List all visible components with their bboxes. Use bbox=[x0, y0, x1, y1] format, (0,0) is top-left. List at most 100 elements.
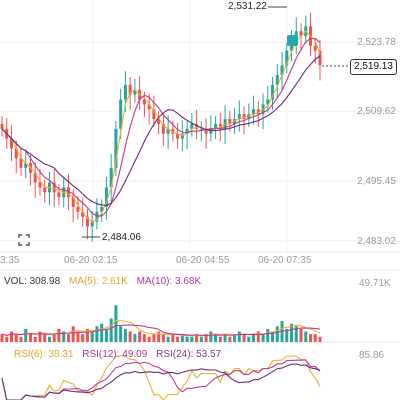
volume-bar bbox=[24, 328, 28, 342]
candle-body bbox=[247, 114, 251, 120]
volume-bar bbox=[109, 318, 113, 342]
volume-bar bbox=[166, 336, 170, 342]
price-axis-label-4: 2,483.02 bbox=[357, 236, 396, 247]
volume-bar bbox=[199, 336, 203, 342]
candle-body bbox=[133, 89, 137, 95]
fullscreen-icon[interactable] bbox=[18, 234, 30, 246]
candle-body bbox=[123, 84, 127, 100]
volume-legend: VOL: 308.98 MA(5): 2.61K MA(10): 3.68K bbox=[4, 277, 207, 287]
candle-body bbox=[209, 128, 213, 134]
candle-body bbox=[275, 75, 279, 85]
volume-bar bbox=[100, 323, 104, 342]
volume-bar bbox=[294, 326, 298, 342]
candle-body bbox=[252, 109, 256, 115]
volume-bar bbox=[228, 336, 232, 342]
candle-body bbox=[119, 99, 123, 129]
volume-bar bbox=[123, 328, 127, 342]
rsi6-line bbox=[1, 355, 321, 400]
candle-body bbox=[233, 119, 237, 124]
volume-bar bbox=[223, 334, 227, 342]
volume-bar bbox=[142, 334, 146, 342]
rsi24-line bbox=[1, 363, 321, 400]
candle-body bbox=[161, 123, 165, 134]
candle-body bbox=[180, 133, 184, 139]
volume-bar bbox=[318, 336, 322, 342]
volume-bar bbox=[90, 331, 94, 342]
candle-body bbox=[14, 148, 18, 159]
current-price-label: 2,519.13 bbox=[350, 59, 397, 75]
volume-bar bbox=[5, 336, 9, 342]
volume-bar bbox=[204, 334, 208, 342]
candle-body bbox=[157, 119, 161, 124]
volume-bar bbox=[266, 328, 270, 342]
position-marker-icon bbox=[287, 35, 298, 46]
volume-bar bbox=[57, 328, 61, 342]
volume-bar bbox=[209, 331, 213, 342]
volume-bar bbox=[190, 336, 194, 342]
volume-bar bbox=[290, 323, 294, 342]
volume-bar bbox=[128, 331, 132, 342]
candle-body bbox=[128, 84, 132, 95]
price-axis-label-3: 2,495.45 bbox=[357, 176, 396, 187]
rsi12-line bbox=[1, 359, 321, 400]
volume-bar bbox=[247, 336, 251, 342]
candle-body bbox=[109, 167, 113, 188]
candle-body bbox=[204, 128, 208, 134]
volume-bar bbox=[252, 334, 256, 342]
candle-body bbox=[166, 128, 170, 134]
ma-line-long bbox=[1, 55, 321, 206]
candle-body bbox=[237, 114, 241, 120]
candle-body bbox=[38, 182, 42, 188]
rsi-legend: RSI(6): 38.31 RSI(12): 49.09 RSI(24): 53… bbox=[14, 350, 227, 360]
rsi-legend-24: RSI(24): 53.57 bbox=[156, 349, 222, 360]
volume-bar bbox=[242, 334, 246, 342]
volume-bar bbox=[38, 331, 42, 342]
candle-body bbox=[280, 65, 284, 76]
candle-body bbox=[100, 206, 104, 212]
volume-bar bbox=[256, 331, 260, 342]
candle-body bbox=[43, 187, 47, 193]
candle-body bbox=[256, 109, 260, 115]
volume-bar bbox=[81, 334, 85, 342]
volume-bar bbox=[152, 334, 156, 342]
volume-bar bbox=[299, 328, 303, 342]
volume-bar bbox=[43, 334, 47, 342]
volume-bar bbox=[138, 331, 142, 342]
candle-body bbox=[285, 50, 289, 66]
volume-bar bbox=[304, 331, 308, 342]
volume-legend-vol: VOL: 308.98 bbox=[4, 276, 61, 287]
candle-body bbox=[266, 99, 270, 105]
candle-body bbox=[76, 206, 80, 212]
volume-bar bbox=[28, 334, 32, 342]
candle-body bbox=[190, 123, 194, 129]
candle-body bbox=[228, 119, 232, 124]
ma-line-short bbox=[1, 30, 321, 223]
volume-bar bbox=[275, 326, 279, 342]
volume-bar bbox=[157, 331, 161, 342]
candle-body bbox=[176, 133, 180, 139]
time-axis-label-3: 06-20 04:55 bbox=[176, 255, 230, 266]
volume-bar bbox=[119, 326, 123, 342]
volume-bar bbox=[114, 305, 118, 342]
candle-body bbox=[85, 216, 89, 227]
volume-bar bbox=[9, 331, 13, 342]
volume-bar bbox=[171, 334, 175, 342]
candle-body bbox=[185, 128, 189, 134]
volume-legend-ma10: MA(10): 3.68K bbox=[136, 276, 202, 287]
time-axis-label-2: 06-20 02:15 bbox=[64, 255, 118, 266]
time-axis-label-1: 3:35 bbox=[0, 255, 20, 266]
volume-bar bbox=[19, 336, 23, 342]
low-price-callout: 2,484.06 bbox=[102, 232, 141, 243]
candle-body bbox=[313, 45, 317, 51]
volume-bar bbox=[76, 331, 80, 342]
volume-legend-ma5: MA(5): 2.61K bbox=[68, 276, 128, 287]
candle-body bbox=[318, 50, 322, 66]
price-axis-label-1: 2,523.78 bbox=[357, 37, 396, 48]
volume-bar bbox=[33, 336, 37, 342]
volume-bar bbox=[195, 334, 199, 342]
candle-body bbox=[195, 123, 199, 129]
candle-body bbox=[242, 114, 246, 120]
candle-body bbox=[81, 211, 85, 217]
volume-bar bbox=[14, 334, 18, 342]
